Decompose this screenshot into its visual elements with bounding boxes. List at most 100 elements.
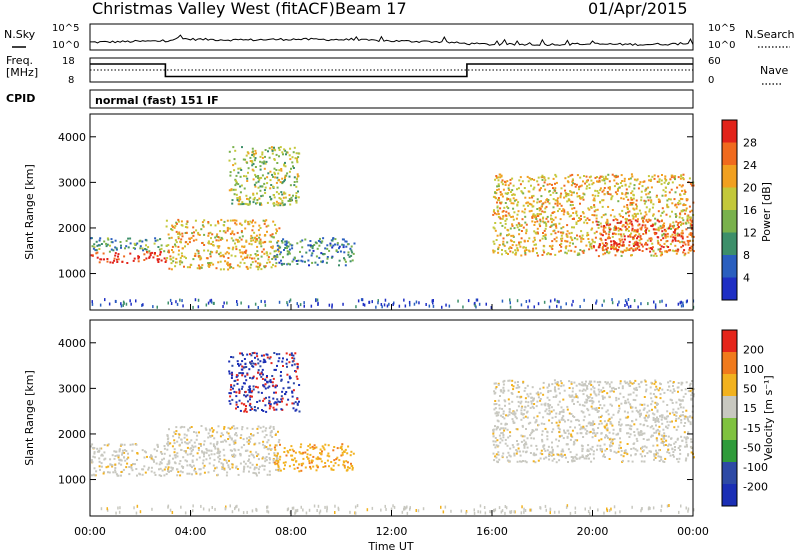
heatmap-cell xyxy=(304,261,306,263)
heatmap-cell xyxy=(243,403,245,405)
heatmap-cell xyxy=(503,417,505,419)
ground-scatter-cell xyxy=(298,305,300,308)
heatmap-cell xyxy=(638,233,640,235)
heatmap-cell xyxy=(109,245,111,247)
ground-scatter-cell xyxy=(266,510,268,513)
heatmap-cell xyxy=(332,449,334,451)
heatmap-cell xyxy=(317,248,319,250)
heatmap-cell xyxy=(103,258,105,260)
heatmap-cell xyxy=(347,446,349,448)
heatmap-cell xyxy=(602,206,604,208)
heatmap-cell xyxy=(241,374,243,376)
heatmap-cell xyxy=(227,247,229,249)
heatmap-cell xyxy=(685,388,687,390)
heatmap-cell xyxy=(515,416,517,418)
heatmap-cell xyxy=(499,207,501,209)
heatmap-cell xyxy=(307,453,309,455)
heatmap-cell xyxy=(107,261,109,263)
heatmap-cell xyxy=(315,242,317,244)
heatmap-cell xyxy=(340,251,342,253)
heatmap-cell xyxy=(607,382,609,384)
ground-scatter-cell xyxy=(248,305,250,308)
heatmap-cell xyxy=(598,416,600,418)
heatmap-cell xyxy=(580,426,582,428)
heatmap-cell xyxy=(179,260,181,262)
heatmap-cell xyxy=(161,244,163,246)
heatmap-cell xyxy=(342,454,344,456)
heatmap-cell xyxy=(269,458,271,460)
heatmap-cell xyxy=(119,449,121,451)
heatmap-cell xyxy=(169,442,171,444)
heatmap-cell xyxy=(560,385,562,387)
heatmap-cell xyxy=(681,230,683,232)
heatmap-cell xyxy=(201,264,203,266)
heatmap-cell xyxy=(609,188,611,190)
heatmap-cell xyxy=(278,193,280,195)
heatmap-cell xyxy=(591,397,593,399)
heatmap-cell xyxy=(501,408,503,410)
heatmap-cell xyxy=(661,180,663,182)
heatmap-cell xyxy=(549,412,551,414)
heatmap-cell xyxy=(596,190,598,192)
heatmap-cell xyxy=(251,408,253,410)
heatmap-cell xyxy=(555,176,557,178)
heatmap-cell xyxy=(605,176,607,178)
heatmap-cell xyxy=(236,224,238,226)
heatmap-cell xyxy=(688,420,690,422)
heatmap-cell xyxy=(638,187,640,189)
heatmap-cell xyxy=(494,192,496,194)
heatmap-cell xyxy=(574,456,576,458)
heatmap-cell xyxy=(270,403,272,405)
heatmap-cell xyxy=(509,460,511,462)
heatmap-cell xyxy=(587,396,589,398)
ground-scatter-cell xyxy=(290,299,292,302)
heatmap-cell xyxy=(344,467,346,469)
heatmap-cell xyxy=(563,409,565,411)
heatmap-cell xyxy=(154,237,156,239)
heatmap-cell xyxy=(107,471,109,473)
heatmap-cell xyxy=(594,195,596,197)
heatmap-cell xyxy=(675,191,677,193)
heatmap-cell xyxy=(600,389,602,391)
heatmap-cell xyxy=(237,183,239,185)
heatmap-cell xyxy=(619,430,621,432)
heatmap-cell xyxy=(570,204,572,206)
heatmap-cell xyxy=(283,387,285,389)
heatmap-cell xyxy=(608,231,610,233)
ground-scatter-cell xyxy=(170,509,172,512)
heatmap-cell xyxy=(661,245,663,247)
ground-scatter-cell xyxy=(329,304,331,307)
heatmap-cell xyxy=(628,436,630,438)
heatmap-cell xyxy=(112,249,114,251)
heatmap-cell xyxy=(498,216,500,218)
heatmap-cell xyxy=(496,189,498,191)
heatmap-cell xyxy=(258,391,260,393)
heatmap-cell xyxy=(563,437,565,439)
heatmap-cell xyxy=(559,392,561,394)
heatmap-cell xyxy=(505,414,507,416)
heatmap-cell xyxy=(193,431,195,433)
heatmap-cell xyxy=(612,174,614,176)
heatmap-cell xyxy=(551,383,553,385)
heatmap-cell xyxy=(630,202,632,204)
heatmap-cell xyxy=(503,207,505,209)
heatmap-cell xyxy=(553,396,555,398)
heatmap-cell xyxy=(229,151,231,153)
heatmap-cell xyxy=(243,444,245,446)
heatmap-cell xyxy=(564,177,566,179)
heatmap-cell xyxy=(585,245,587,247)
heatmap-cell xyxy=(164,257,166,259)
heatmap-cell xyxy=(200,228,202,230)
heatmap-cell xyxy=(290,184,292,186)
heatmap-cell xyxy=(112,454,114,456)
heatmap-cell xyxy=(602,234,604,236)
heatmap-cell xyxy=(669,191,671,193)
heatmap-cell xyxy=(274,454,276,456)
heatmap-cell xyxy=(521,211,523,213)
heatmap-cell xyxy=(237,172,239,174)
heatmap-cell xyxy=(561,417,563,419)
ground-scatter-cell xyxy=(109,303,111,306)
heatmap-cell xyxy=(254,174,256,176)
heatmap-cell xyxy=(640,423,642,425)
